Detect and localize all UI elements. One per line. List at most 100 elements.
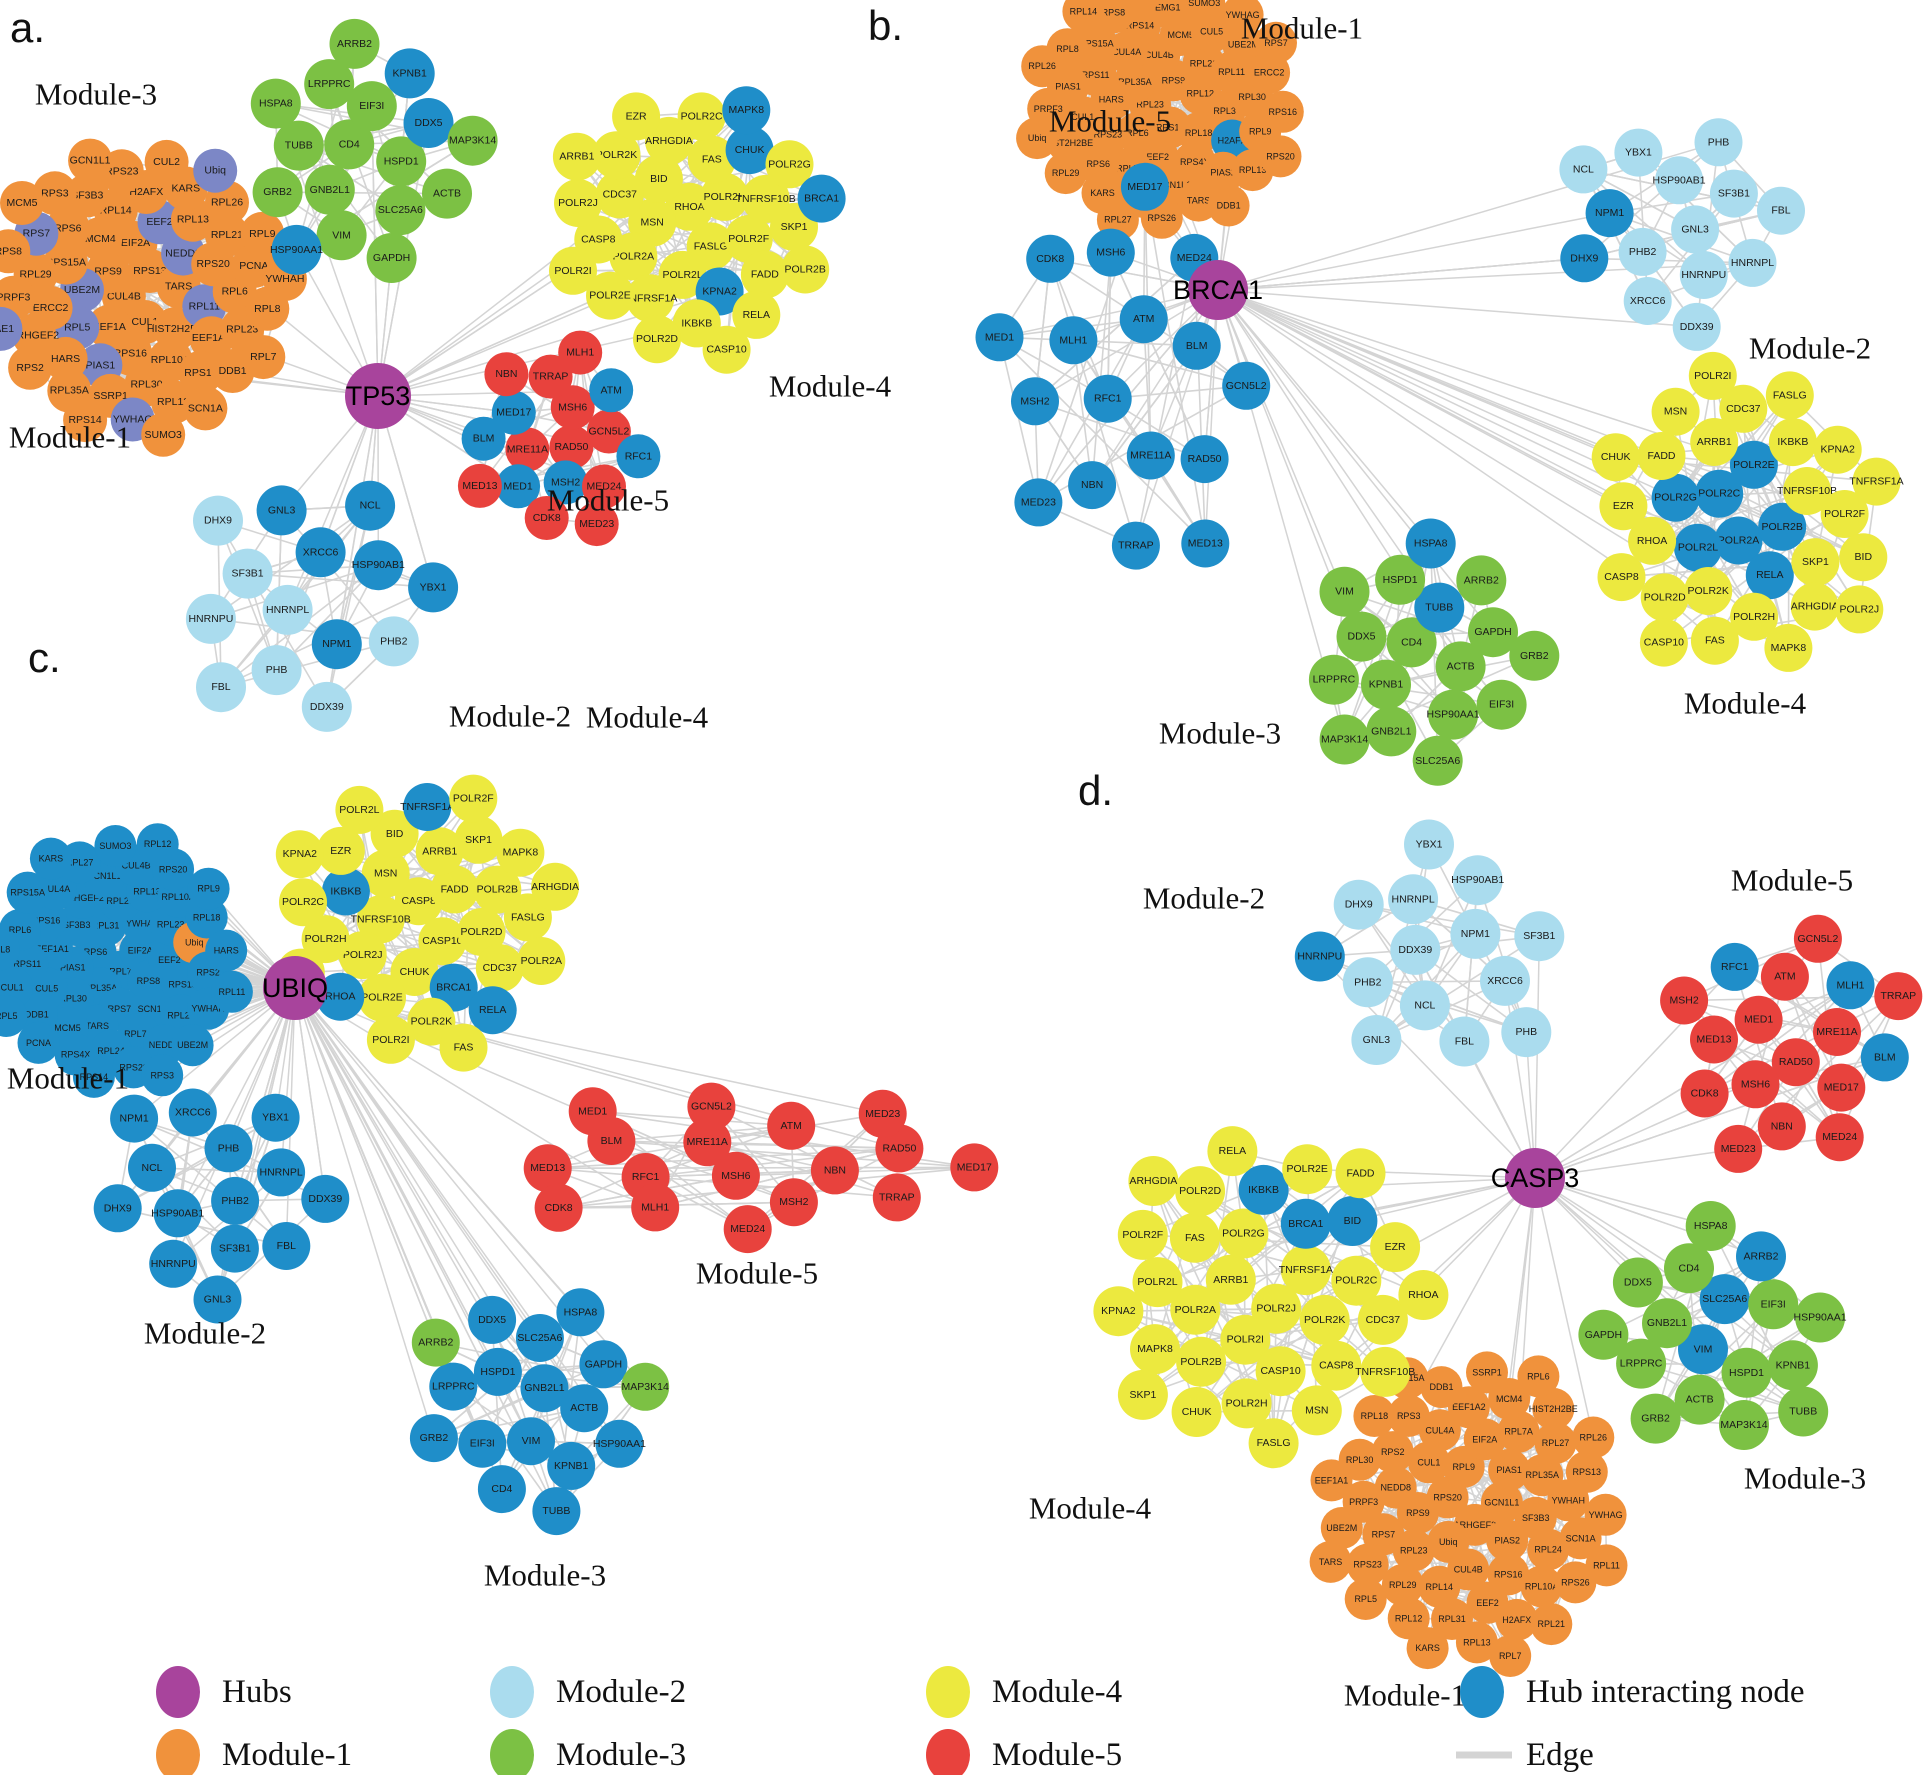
node-SCN1A[interactable] [183, 386, 228, 431]
node-TNFRSF10B[interactable] [1783, 467, 1832, 515]
node-RPL29[interactable] [1381, 1564, 1424, 1606]
node-UBE2M[interactable] [171, 1024, 214, 1067]
node-MED13[interactable] [457, 463, 502, 508]
node-ARRB1[interactable] [552, 132, 601, 181]
node-FAS[interactable] [687, 135, 736, 184]
node-DDX5[interactable] [403, 98, 454, 148]
node-SF3B1[interactable] [222, 548, 273, 599]
node-DDX39[interactable] [301, 1174, 350, 1223]
node-SSRP1[interactable] [1094, 0, 1136, 2]
node-VIM[interactable] [1319, 566, 1370, 617]
node-MCM5[interactable] [0, 181, 44, 225]
node-MED17[interactable] [1120, 162, 1169, 211]
node-RPL29[interactable] [1044, 152, 1087, 195]
node-NEDD8[interactable] [1374, 1466, 1417, 1509]
node-RPL9[interactable] [187, 867, 230, 910]
node-TRRAP[interactable] [528, 354, 573, 399]
node-GAPDH[interactable] [1468, 607, 1518, 658]
node-CUL1[interactable] [1407, 1441, 1450, 1484]
node-HSPA8[interactable] [1405, 518, 1456, 569]
node-HSPD1[interactable] [473, 1347, 522, 1396]
node-CUL2[interactable] [144, 139, 189, 184]
hub-TP53[interactable] [345, 363, 411, 429]
node-GRB2[interactable] [252, 167, 303, 218]
node-SLC25A6[interactable] [1699, 1274, 1750, 1325]
node-PIAS2[interactable] [1486, 1519, 1529, 1562]
node-RPL21[interactable] [1530, 1603, 1573, 1646]
node-CASP10[interactable] [1255, 1346, 1306, 1397]
node-NCL[interactable] [128, 1143, 176, 1192]
node-RAD50[interactable] [1771, 1038, 1820, 1087]
node-EIF3I[interactable] [458, 1419, 507, 1468]
node-POLR2E[interactable] [358, 973, 406, 1022]
node-POLR2K[interactable] [1684, 567, 1733, 615]
node-SKP1[interactable] [1791, 538, 1840, 587]
node-RPS8[interactable] [0, 229, 31, 274]
node-KPNA2[interactable] [1093, 1286, 1144, 1337]
node-POLR2I[interactable] [1688, 351, 1737, 400]
node-DDX39[interactable] [1672, 302, 1721, 351]
node-GCN1L1[interactable] [68, 138, 113, 183]
node-PCNA[interactable] [17, 1021, 60, 1064]
node-TUBB[interactable] [532, 1487, 581, 1536]
node-POLR2D[interactable] [457, 908, 506, 956]
node-MED23[interactable] [1014, 478, 1063, 527]
node-PHB[interactable] [1694, 118, 1743, 167]
node-CASP10[interactable] [702, 325, 751, 374]
node-HSP90AB1[interactable] [1452, 855, 1503, 906]
node-SF3B3[interactable] [1514, 1496, 1557, 1539]
node-POLR2D[interactable] [633, 315, 681, 364]
node-HARS[interactable] [205, 929, 248, 972]
node-POLR2I[interactable] [549, 246, 597, 295]
node-MSH2[interactable] [1011, 377, 1059, 426]
node-MSH6[interactable] [711, 1151, 760, 1200]
node-DHX9[interactable] [1333, 879, 1384, 930]
node-SF3B1[interactable] [1514, 911, 1565, 962]
node-EIF3I[interactable] [1476, 679, 1527, 730]
node-ARRB2[interactable] [329, 18, 380, 69]
node-ARHGDIA[interactable] [531, 862, 580, 911]
node-ARRB2[interactable] [1736, 1231, 1786, 1282]
node-NCL[interactable] [1559, 145, 1608, 194]
node-RPL6[interactable] [1517, 1355, 1560, 1398]
node-POLR2H[interactable] [1730, 592, 1779, 641]
node-MSH6[interactable] [1731, 1060, 1780, 1109]
node-MRE11A[interactable] [505, 427, 550, 472]
node-CDC37[interactable] [1357, 1294, 1408, 1345]
node-EZR[interactable] [612, 92, 661, 141]
node-RPL18[interactable] [1353, 1395, 1396, 1437]
node-POLR2K[interactable] [592, 131, 641, 180]
node-HSPD1[interactable] [1375, 554, 1426, 605]
node-FBL[interactable] [1757, 186, 1805, 235]
node-SKP1[interactable] [454, 815, 503, 864]
node-XRCC6[interactable] [1623, 277, 1672, 325]
node-KARS[interactable] [29, 837, 72, 880]
node-FASLG[interactable] [503, 893, 552, 942]
node-HSPD1[interactable] [376, 136, 427, 187]
node-VIM[interactable] [507, 1417, 555, 1466]
node-SUMO3[interactable] [1183, 0, 1226, 25]
node-RPS26[interactable] [1554, 1561, 1597, 1604]
node-MED23[interactable] [574, 502, 619, 547]
node-MSH2[interactable] [543, 460, 588, 505]
node-FBL[interactable] [196, 662, 246, 713]
node-EIF2A[interactable] [1463, 1418, 1506, 1461]
node-CASP10[interactable] [1639, 618, 1688, 667]
node-NCL[interactable] [1399, 980, 1450, 1031]
node-GNL3[interactable] [1351, 1015, 1402, 1065]
node-RPL8[interactable] [0, 928, 20, 971]
node-TRRAP[interactable] [872, 1173, 921, 1222]
node-HSP90AA1[interactable] [595, 1419, 644, 1468]
node-POLR2I[interactable] [366, 1015, 415, 1064]
node-MED1[interactable] [975, 313, 1024, 362]
node-HIST2H2BE[interactable] [1047, 122, 1090, 164]
node-GCN5L2[interactable] [1793, 914, 1842, 963]
node-RELA[interactable] [1207, 1126, 1258, 1177]
node-FAS[interactable] [1690, 616, 1739, 665]
node-HNRNPU[interactable] [1679, 251, 1728, 299]
node-POLR2B[interactable] [1758, 502, 1807, 551]
node-TUBB[interactable] [1778, 1386, 1829, 1437]
node-HSPA8[interactable] [556, 1288, 605, 1337]
node-MLH1[interactable] [1826, 961, 1875, 1010]
node-ACTB[interactable] [422, 168, 472, 219]
